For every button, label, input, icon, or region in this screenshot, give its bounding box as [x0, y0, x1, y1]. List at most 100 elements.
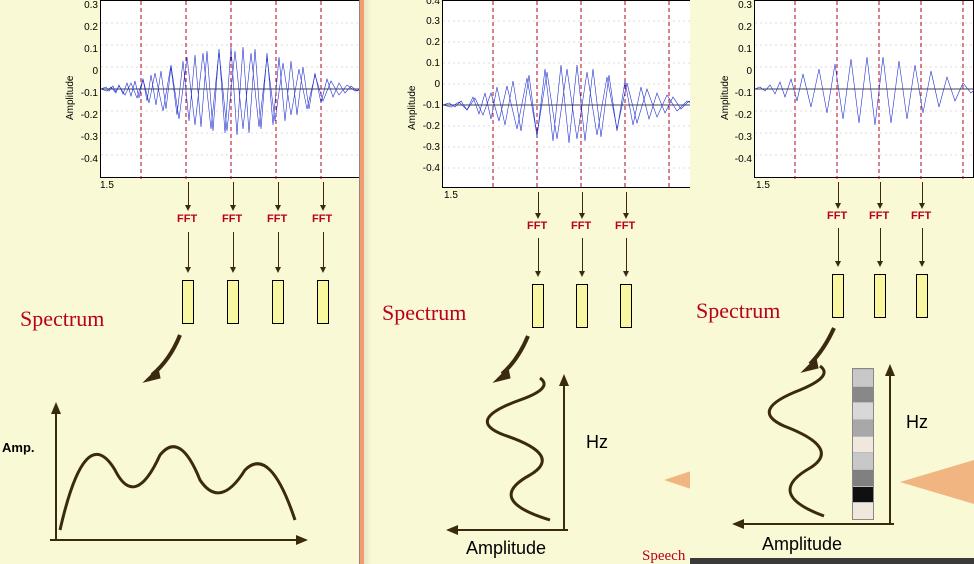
- fft-arrow: [188, 232, 189, 268]
- ytick: 0.3: [410, 16, 440, 27]
- amp-short-label: Amp.: [2, 440, 35, 455]
- fft-label: FFT: [312, 213, 342, 225]
- spec-cell: [853, 502, 873, 519]
- spectrum-vertical: [444, 370, 644, 560]
- fft-arrow: [323, 182, 324, 206]
- fft-arrow: [626, 238, 627, 272]
- ytick: 0: [410, 79, 440, 90]
- ytick: 0: [68, 66, 98, 77]
- fft-arrow: [323, 232, 324, 268]
- fft-arrow: [278, 182, 279, 206]
- fft-box: [916, 274, 928, 318]
- fft-arrow: [838, 182, 839, 204]
- ytick: -0.1: [722, 88, 752, 99]
- fft-box: [832, 274, 844, 318]
- spec-cell: [853, 452, 873, 469]
- fft-label: FFT: [869, 210, 889, 222]
- panel-3: Amplitude 0.3 0.2 0.1 0 -0.1 -0.2 -0.3: [690, 0, 974, 564]
- fft-box: [317, 280, 329, 324]
- fft-label: FFT: [527, 220, 547, 232]
- ytick: -0.2: [68, 110, 98, 121]
- fft-label: FFT: [911, 210, 939, 222]
- ytick: -0.3: [410, 142, 440, 153]
- spectrum-label: Spectrum: [20, 306, 104, 332]
- ytick: 0: [722, 66, 752, 77]
- fft-label: FFT: [267, 213, 287, 225]
- fft-arrow: [233, 182, 234, 206]
- ytick: -0.1: [410, 100, 440, 111]
- fft-box: [532, 284, 544, 328]
- fft-box: [874, 274, 886, 318]
- fft-arrow: [626, 192, 627, 214]
- ytick: 0.2: [722, 22, 752, 33]
- fft-arrow: [880, 228, 881, 262]
- panel-2: Amplitude 0.4 0.3 0.2 0.1 0: [360, 0, 690, 564]
- fft-arrow: [880, 182, 881, 204]
- fft-arrow: [582, 238, 583, 272]
- fft-label: FFT: [571, 220, 591, 232]
- spec-cell: [853, 469, 873, 486]
- fft-arrow: [538, 192, 539, 214]
- spec-cell: [853, 402, 873, 419]
- fft-label: FFT: [177, 213, 197, 225]
- fft-arrow: [278, 232, 279, 268]
- ytick: 0.2: [68, 22, 98, 33]
- ytick: -0.4: [410, 163, 440, 174]
- fft-box: [272, 280, 284, 324]
- spectrogram-column: [852, 368, 874, 520]
- ytick: -0.3: [722, 132, 752, 143]
- panel-1: Amplitude 0.3 0.2 0.1: [0, 0, 360, 564]
- ytick: 0.2: [410, 37, 440, 48]
- speech-cutoff: Speech: [642, 548, 685, 564]
- fft-arrow: [582, 192, 583, 214]
- fft-box: [182, 280, 194, 324]
- spec-cell: [853, 436, 873, 453]
- spectrum-label: Spectrum: [696, 298, 780, 324]
- amplitude-label: Amplitude: [762, 534, 842, 555]
- hz-label: Hz: [906, 412, 928, 433]
- waveform-plot: [754, 0, 974, 178]
- fft-label: FFT: [222, 213, 242, 225]
- ytick: 0.3: [68, 0, 98, 11]
- ytick: -0.3: [68, 132, 98, 143]
- spec-cell: [853, 386, 873, 403]
- ytick: 0.1: [68, 44, 98, 55]
- fft-arrow: [838, 228, 839, 262]
- footer-strip: [690, 558, 974, 564]
- triangle-peek: [664, 470, 690, 490]
- amplitude-label: Amplitude: [466, 538, 546, 559]
- fft-box: [576, 284, 588, 328]
- ytick: 0.4: [410, 0, 440, 7]
- fft-label: FFT: [827, 210, 847, 222]
- ytick: 0.1: [722, 44, 752, 55]
- ytick: 0.1: [410, 58, 440, 69]
- fft-arrow: [538, 238, 539, 272]
- xtick: 1.5: [100, 180, 114, 191]
- spectrum-curve: [40, 400, 320, 560]
- fft-arrow: [922, 182, 923, 204]
- fft-arrow: [922, 228, 923, 262]
- big-arrow: [140, 330, 200, 390]
- hz-label: Hz: [586, 432, 608, 453]
- fft-arrow: [233, 232, 234, 268]
- spec-cell: [853, 369, 873, 386]
- ytick: -0.2: [410, 121, 440, 132]
- fft-label: FFT: [615, 220, 635, 232]
- ytick: -0.2: [722, 110, 752, 121]
- spec-cell: [853, 419, 873, 436]
- ytick: -0.4: [68, 154, 98, 165]
- spectrum-label: Spectrum: [382, 300, 466, 326]
- fft-box: [227, 280, 239, 324]
- fft-arrow: [188, 182, 189, 206]
- orange-triangle-outline: [900, 460, 974, 504]
- ytick: 0.3: [722, 0, 752, 11]
- fft-box: [620, 284, 632, 328]
- xtick: 1.5: [756, 180, 770, 191]
- waveform-plot: [442, 0, 690, 188]
- ytick: -0.4: [722, 154, 752, 165]
- xtick: 1.5: [444, 190, 458, 201]
- ytick: -0.1: [68, 88, 98, 99]
- waveform-plot: [100, 0, 360, 178]
- shadow-strip: [364, 0, 372, 564]
- spec-cell: [853, 486, 873, 503]
